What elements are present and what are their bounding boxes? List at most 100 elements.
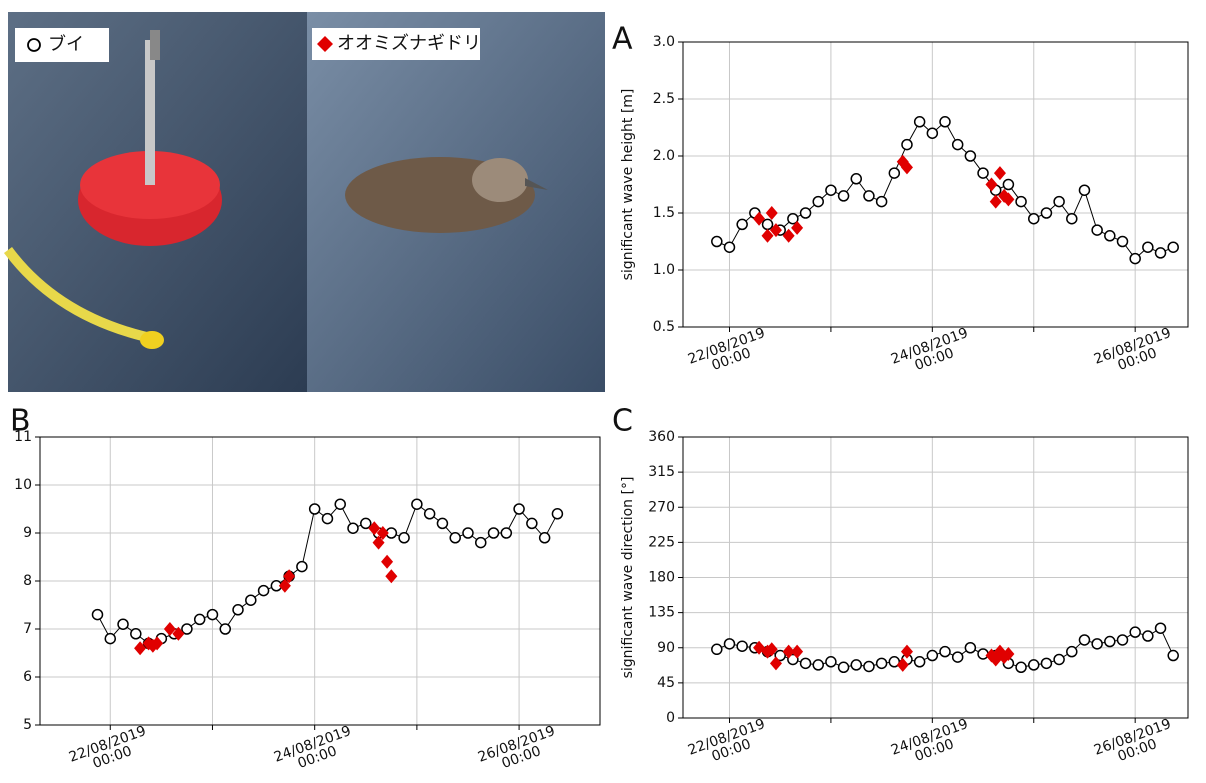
- point: [1167, 241, 1179, 253]
- point: [1129, 626, 1141, 638]
- point: [1053, 195, 1065, 208]
- point: [863, 660, 875, 673]
- point: [977, 648, 989, 660]
- y-tick-label: 0.5: [653, 319, 675, 335]
- point: [1002, 192, 1015, 207]
- point: [398, 532, 410, 544]
- point: [1028, 212, 1040, 225]
- point: [863, 190, 875, 202]
- y-tick-label: 135: [648, 605, 675, 621]
- point: [723, 638, 736, 650]
- point: [1002, 646, 1015, 661]
- panel-label: C: [612, 404, 633, 439]
- point: [475, 536, 487, 549]
- point: [1053, 653, 1065, 666]
- point: [825, 184, 837, 196]
- point: [1116, 634, 1129, 646]
- point: [1154, 622, 1167, 634]
- point: [900, 160, 913, 175]
- y-tick-label: 90: [657, 640, 675, 656]
- point: [1142, 630, 1154, 642]
- point: [1129, 252, 1141, 265]
- point: [787, 212, 799, 225]
- point: [321, 512, 334, 525]
- point: [308, 503, 321, 515]
- legend-marker: [317, 36, 333, 52]
- point: [985, 177, 998, 192]
- y-tick-label: 180: [648, 570, 675, 586]
- point: [1066, 645, 1078, 658]
- point: [283, 569, 296, 584]
- series-line: [97, 503, 558, 644]
- y-axis-label: significant wave direction [°]: [620, 477, 636, 679]
- point: [134, 641, 147, 656]
- point: [926, 127, 939, 139]
- point: [347, 522, 359, 534]
- point: [761, 218, 774, 231]
- point: [1104, 635, 1116, 648]
- y-tick-label: 11: [14, 429, 32, 445]
- point: [1078, 184, 1091, 196]
- point: [736, 218, 748, 231]
- photo: ブイ オオミズナギドリ: [3, 12, 605, 392]
- y-tick-label: 0: [666, 710, 675, 726]
- point: [232, 604, 244, 616]
- y-tick-label: 10: [14, 477, 32, 493]
- point: [782, 228, 795, 243]
- y-axis-label: significant wave height [m]: [620, 89, 636, 281]
- point: [462, 527, 474, 539]
- point: [1167, 649, 1179, 662]
- point: [837, 190, 850, 202]
- point: [791, 644, 804, 659]
- point: [1015, 195, 1027, 208]
- point: [257, 584, 270, 597]
- point: [206, 608, 219, 621]
- point: [765, 642, 778, 657]
- point: [875, 657, 888, 670]
- plot-frame: [682, 41, 1189, 328]
- point: [753, 211, 766, 226]
- point: [1091, 638, 1103, 650]
- point: [736, 640, 748, 652]
- y-tick-label: 315: [648, 464, 675, 480]
- point: [812, 659, 824, 671]
- point: [1142, 241, 1154, 253]
- point: [825, 656, 837, 668]
- point: [193, 613, 206, 626]
- point: [245, 594, 257, 606]
- y-tick-label: 3.0: [653, 34, 675, 50]
- point: [989, 194, 1002, 209]
- point: [993, 166, 1006, 181]
- y-tick-label: 7: [23, 621, 32, 637]
- point: [888, 167, 901, 179]
- point: [951, 651, 964, 663]
- point: [449, 532, 461, 544]
- point: [964, 150, 977, 162]
- point: [977, 167, 989, 179]
- point: [1104, 230, 1116, 242]
- point: [172, 626, 185, 641]
- point: [791, 220, 804, 235]
- point: [939, 116, 951, 128]
- y-tick-label: 2.0: [653, 148, 675, 164]
- y-tick-label: 9: [23, 525, 32, 541]
- point: [837, 661, 850, 674]
- point: [711, 643, 723, 656]
- point: [900, 644, 913, 659]
- y-tick-label: 360: [648, 429, 675, 445]
- point: [381, 554, 394, 569]
- point: [296, 560, 308, 573]
- panel-label: A: [612, 22, 633, 57]
- legend-label: オオミズナギドリ: [337, 33, 481, 54]
- point: [951, 138, 964, 151]
- point: [939, 645, 951, 658]
- point: [500, 527, 513, 539]
- point: [723, 241, 736, 253]
- y-tick-label: 45: [657, 675, 675, 691]
- y-tick-label: 1.0: [653, 262, 675, 278]
- point: [1066, 212, 1078, 225]
- y-tick-label: 2.5: [653, 91, 675, 107]
- point: [787, 653, 799, 666]
